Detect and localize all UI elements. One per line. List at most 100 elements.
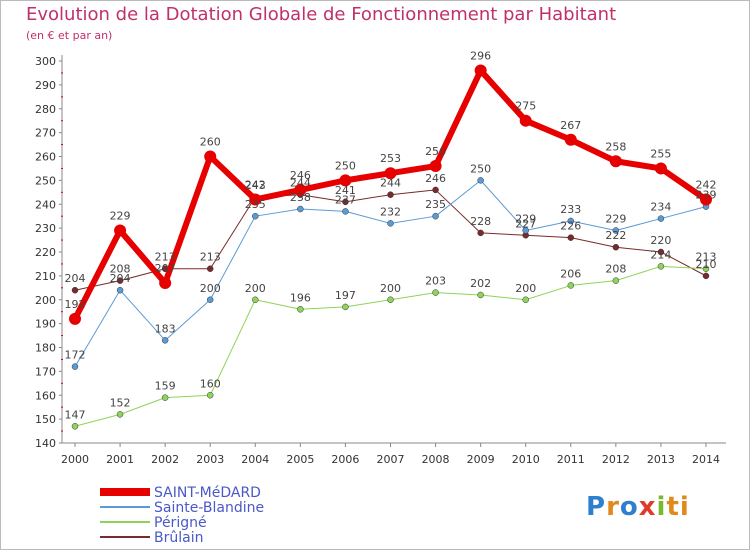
data-point-3 bbox=[432, 186, 439, 194]
y-tick-label: 230 bbox=[35, 222, 56, 235]
data-label-2: 202 bbox=[470, 277, 491, 290]
data-point-3 bbox=[702, 272, 710, 280]
data-label-2: 147 bbox=[65, 408, 86, 421]
data-point-3 bbox=[342, 198, 349, 206]
data-label-1: 250 bbox=[470, 162, 491, 175]
data-label-1: 172 bbox=[65, 349, 86, 362]
y-tick-label: 280 bbox=[35, 103, 56, 116]
data-label-3: 244 bbox=[290, 177, 311, 190]
data-point-1 bbox=[567, 217, 575, 225]
data-point-2 bbox=[522, 296, 529, 303]
data-label-1: 237 bbox=[335, 193, 356, 206]
data-label-1: 235 bbox=[245, 198, 266, 211]
data-point-3 bbox=[206, 265, 214, 272]
data-point-0 bbox=[700, 193, 712, 206]
data-label-2: 200 bbox=[380, 282, 401, 295]
data-label-2: 213 bbox=[696, 251, 717, 264]
data-label-2: 214 bbox=[650, 248, 671, 261]
data-point-0 bbox=[384, 167, 397, 180]
y-tick-label: 300 bbox=[35, 55, 56, 68]
data-label-2: 208 bbox=[605, 263, 626, 276]
data-label-2: 159 bbox=[155, 380, 176, 393]
data-label-3: 213 bbox=[200, 251, 221, 264]
x-tick-label: 2010 bbox=[512, 453, 540, 466]
data-point-3 bbox=[387, 191, 394, 198]
data-point-2 bbox=[71, 423, 79, 430]
data-point-1 bbox=[657, 215, 665, 222]
y-tick-label: 240 bbox=[35, 198, 56, 211]
data-point-0 bbox=[339, 174, 352, 187]
data-label-0: 275 bbox=[515, 100, 536, 113]
data-label-3: 227 bbox=[515, 217, 536, 230]
data-label-1: 200 bbox=[200, 282, 221, 295]
y-tick-label: 250 bbox=[35, 174, 56, 187]
data-point-2 bbox=[297, 306, 304, 313]
data-label-3: 204 bbox=[65, 272, 86, 285]
legend-label-1: Sainte-Blandine bbox=[154, 500, 264, 516]
x-tick-label: 2006 bbox=[331, 453, 359, 466]
data-point-2 bbox=[252, 296, 259, 303]
data-point-3 bbox=[612, 243, 620, 251]
y-tick-label: 170 bbox=[35, 365, 56, 378]
data-label-2: 197 bbox=[335, 289, 356, 302]
y-tick-label: 290 bbox=[35, 79, 56, 92]
data-label-0: 260 bbox=[200, 136, 221, 149]
x-tick-label: 2014 bbox=[692, 453, 720, 466]
data-label-0: 242 bbox=[696, 178, 717, 191]
data-point-2 bbox=[432, 289, 439, 296]
data-point-3 bbox=[71, 286, 79, 294]
data-point-0 bbox=[204, 150, 217, 163]
data-label-3: 210 bbox=[696, 258, 717, 271]
data-label-3: 246 bbox=[425, 172, 446, 185]
y-tick-label: 200 bbox=[35, 294, 56, 307]
data-point-2 bbox=[116, 411, 124, 418]
data-point-2 bbox=[477, 291, 484, 299]
data-label-1: 239 bbox=[696, 189, 717, 202]
data-label-3: 243 bbox=[245, 179, 266, 192]
data-label-0: 250 bbox=[335, 159, 356, 172]
data-label-2: 206 bbox=[560, 267, 581, 280]
data-point-0 bbox=[564, 133, 577, 146]
data-point-0 bbox=[294, 183, 307, 196]
data-point-0 bbox=[519, 114, 532, 127]
x-tick-label: 2008 bbox=[422, 453, 450, 466]
data-label-0: 258 bbox=[605, 140, 626, 153]
data-point-3 bbox=[477, 229, 484, 237]
x-tick-label: 2012 bbox=[602, 453, 630, 466]
data-label-3: 244 bbox=[380, 177, 401, 190]
data-label-0: 253 bbox=[380, 152, 401, 165]
data-point-2 bbox=[612, 277, 620, 284]
data-point-0 bbox=[159, 277, 172, 290]
data-label-1: 229 bbox=[605, 213, 626, 226]
data-point-0 bbox=[609, 155, 622, 168]
chart-title: Evolution de la Dotation Globale de Fonc… bbox=[26, 4, 617, 25]
data-label-0: 246 bbox=[290, 169, 311, 182]
data-point-2 bbox=[702, 265, 710, 272]
x-tick-label: 2009 bbox=[467, 453, 495, 466]
data-point-1 bbox=[71, 363, 79, 370]
data-point-1 bbox=[297, 205, 304, 213]
data-label-0: 242 bbox=[245, 178, 266, 191]
data-label-1: 183 bbox=[155, 322, 176, 335]
y-tick-label: 270 bbox=[35, 127, 56, 140]
data-label-3: 220 bbox=[650, 234, 671, 247]
y-tick-label: 150 bbox=[35, 413, 56, 426]
data-point-0 bbox=[114, 224, 127, 237]
legend-label-0: SAINT-MéDARD bbox=[154, 485, 261, 501]
data-label-0: 296 bbox=[470, 50, 491, 63]
data-label-1: 234 bbox=[650, 201, 671, 214]
data-label-2: 160 bbox=[200, 377, 221, 390]
data-label-1: 204 bbox=[110, 272, 131, 285]
data-label-2: 200 bbox=[245, 282, 266, 295]
data-label-3: 241 bbox=[335, 184, 356, 197]
data-label-0: 256 bbox=[425, 145, 446, 158]
chart-subtitle: (en € et par an) bbox=[26, 29, 113, 42]
data-point-0 bbox=[429, 160, 442, 173]
data-point-3 bbox=[567, 234, 575, 241]
data-label-1: 232 bbox=[380, 205, 401, 218]
data-point-1 bbox=[522, 227, 529, 234]
data-point-1 bbox=[161, 337, 169, 344]
x-tick-label: 2005 bbox=[286, 453, 314, 466]
